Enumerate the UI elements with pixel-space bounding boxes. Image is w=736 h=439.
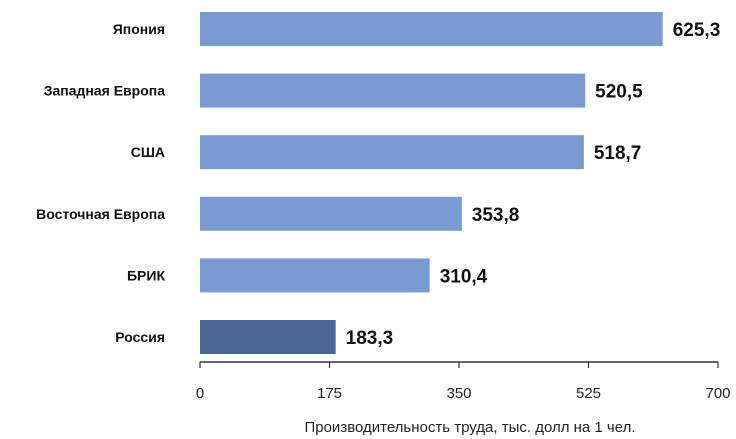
- x-tick-label: 175: [317, 385, 342, 402]
- bar: [200, 320, 336, 354]
- value-label: 353,8: [472, 205, 520, 226]
- bar: [200, 196, 462, 231]
- value-label: 520,5: [595, 82, 643, 103]
- category-label: БРИК: [127, 267, 165, 283]
- category-label: США: [131, 144, 165, 160]
- bar: [200, 73, 586, 108]
- bar: [200, 135, 584, 170]
- x-tick-label: 350: [446, 385, 471, 402]
- category-label: Япония: [113, 21, 165, 37]
- value-label: 310,4: [440, 266, 488, 287]
- x-tick-label: 0: [196, 385, 204, 402]
- category-labels: Япония Западная Европа США Восточная Европа…: [36, 21, 165, 345]
- x-axis-title: Производительность труда, тыс. долл на 1…: [304, 419, 635, 436]
- x-tick-label: 525: [576, 385, 601, 402]
- bars-group: [200, 12, 663, 354]
- x-tick-label: 700: [705, 385, 730, 402]
- value-label: 183,3: [346, 328, 394, 349]
- category-label: Восточная Европа: [36, 206, 165, 222]
- category-label: Россия: [115, 329, 165, 345]
- bar: [200, 12, 663, 46]
- x-axis-ticks: 0 175 350 525 700: [196, 362, 731, 402]
- value-label: 625,3: [673, 20, 721, 41]
- bar: [200, 258, 430, 293]
- value-label: 518,7: [594, 143, 642, 164]
- value-labels: 625,3 520,5 518,7 353,8 310,4 183,3: [346, 20, 721, 349]
- category-label: Западная Европа: [44, 83, 165, 99]
